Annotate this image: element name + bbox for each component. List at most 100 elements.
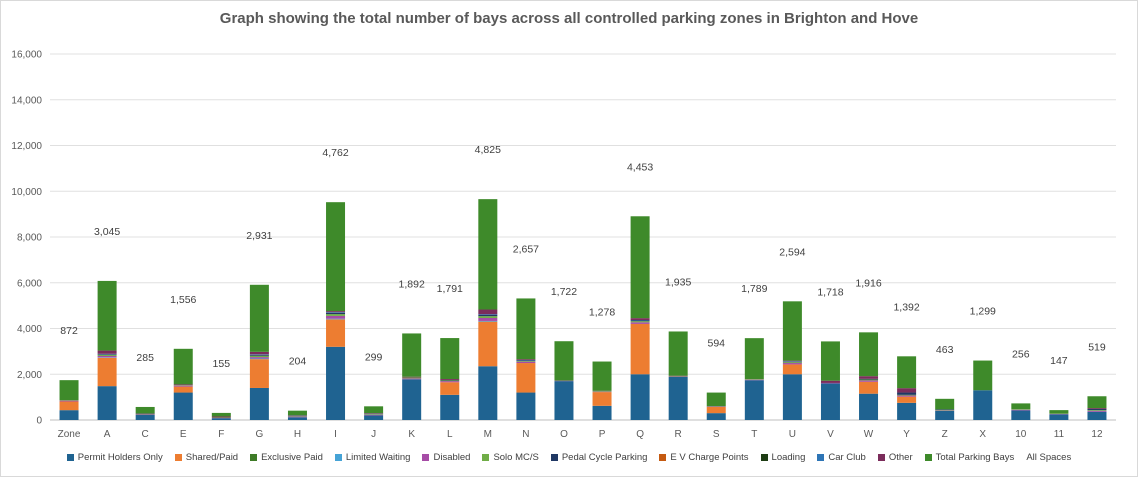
bar-segment bbox=[59, 410, 79, 420]
x-tick-label: J bbox=[371, 429, 376, 440]
data-label: 299 bbox=[365, 351, 383, 363]
bar-segment bbox=[478, 320, 498, 322]
bar-segment-total bbox=[1087, 396, 1107, 409]
data-label: 2,657 bbox=[513, 243, 539, 255]
bar-segment bbox=[97, 386, 117, 420]
bar-segment bbox=[859, 379, 879, 381]
data-label: 463 bbox=[936, 344, 954, 356]
data-label: 1,299 bbox=[970, 306, 996, 318]
x-tick-label: L bbox=[447, 429, 453, 440]
data-label: 1,392 bbox=[893, 301, 919, 313]
x-tick-label: H bbox=[294, 429, 301, 440]
legend-swatch bbox=[66, 454, 74, 461]
bar-segment bbox=[478, 314, 498, 316]
data-label: 4,453 bbox=[627, 161, 653, 173]
bar-segment bbox=[897, 395, 917, 397]
x-tick-label: 10 bbox=[1015, 429, 1027, 440]
bar-segment bbox=[516, 360, 536, 362]
bar-segment bbox=[1087, 410, 1107, 411]
bar-segment bbox=[706, 413, 726, 420]
bar-segment bbox=[630, 323, 650, 375]
bar-segment bbox=[211, 416, 231, 418]
bar-segment bbox=[402, 379, 422, 420]
bar-segment bbox=[516, 392, 536, 420]
bar-segment bbox=[173, 386, 193, 393]
y-tick-label: 16,000 bbox=[11, 50, 42, 61]
data-label: 256 bbox=[1012, 348, 1030, 360]
legend-item: Shared/Paid bbox=[174, 452, 239, 463]
y-tick-label: 6,000 bbox=[17, 278, 42, 289]
bar-segment bbox=[326, 312, 346, 315]
legend-label: Exclusive Paid bbox=[261, 452, 323, 463]
bar-segment bbox=[249, 358, 269, 360]
bar-segment-total bbox=[630, 216, 650, 319]
y-tick-label: 0 bbox=[36, 416, 42, 427]
legend-label: Shared/Paid bbox=[185, 452, 239, 463]
bar-segment-total bbox=[326, 202, 346, 312]
bar-segment bbox=[592, 392, 612, 406]
bar-segment bbox=[973, 390, 993, 420]
bar-segment-total bbox=[1011, 403, 1031, 410]
x-tick-label: P bbox=[599, 429, 606, 440]
bar-segment-total bbox=[973, 360, 993, 391]
bar-segment bbox=[440, 381, 460, 383]
bar-segment bbox=[402, 377, 422, 379]
bar-segment bbox=[630, 322, 650, 324]
bar-segment bbox=[97, 354, 117, 355]
x-tick-label: 11 bbox=[1054, 429, 1065, 440]
bar-segment bbox=[478, 315, 498, 317]
bar-segment bbox=[402, 376, 422, 378]
bar-segment bbox=[897, 394, 917, 396]
bar-segment bbox=[326, 319, 346, 347]
data-label: 147 bbox=[1050, 355, 1068, 367]
legend-item: Car Club bbox=[817, 452, 866, 463]
bar-segment bbox=[782, 362, 802, 364]
bar-segment bbox=[1011, 410, 1031, 420]
legend-item: Other bbox=[877, 452, 913, 463]
y-tick-label: 4,000 bbox=[17, 324, 42, 335]
bar-segment bbox=[630, 318, 650, 321]
bar-segment bbox=[440, 382, 460, 395]
bar-segment bbox=[364, 414, 384, 415]
legend-swatch bbox=[482, 454, 490, 461]
bar-segment bbox=[326, 315, 346, 319]
x-tick-label: N bbox=[522, 429, 529, 440]
bar-segment bbox=[364, 414, 384, 416]
bar-segment bbox=[516, 359, 536, 361]
legend-item: E V Charge Points bbox=[659, 452, 749, 463]
data-label: 519 bbox=[1088, 341, 1106, 353]
legend-label: Total Parking Bays bbox=[935, 452, 1015, 463]
y-tick-label: 2,000 bbox=[17, 370, 42, 381]
bar-segment bbox=[630, 320, 650, 322]
bar-segment bbox=[1087, 408, 1107, 410]
legend-label: Disabled bbox=[433, 452, 471, 463]
bar-segment-total bbox=[135, 406, 155, 414]
bar-segment bbox=[478, 316, 498, 318]
y-tick-label: 10,000 bbox=[11, 187, 42, 198]
legend-label: All Spaces bbox=[1026, 452, 1072, 463]
bar-segment bbox=[402, 378, 422, 380]
data-label: 1,789 bbox=[741, 283, 767, 295]
legend-label: Other bbox=[888, 452, 913, 463]
bar-segment bbox=[897, 402, 917, 420]
bar-segment bbox=[630, 374, 650, 420]
bar-segment-total bbox=[592, 361, 612, 391]
bar-segment-total bbox=[211, 412, 231, 417]
x-tick-label: M bbox=[484, 429, 492, 440]
legend-swatch bbox=[877, 454, 885, 461]
bar-segment bbox=[135, 414, 155, 420]
bar-segment-total bbox=[897, 356, 917, 389]
legend-swatch bbox=[817, 454, 825, 461]
legend-item: Limited Waiting bbox=[334, 452, 410, 463]
bar-segment bbox=[1087, 409, 1107, 411]
bar-segment bbox=[706, 406, 726, 414]
legend-item: Solo MC/S bbox=[482, 452, 539, 463]
bar-segment-total bbox=[554, 341, 574, 381]
bar-segment-total bbox=[859, 332, 879, 377]
x-tick-label: Y bbox=[903, 429, 910, 440]
data-label: 594 bbox=[707, 338, 725, 350]
bar-segment bbox=[287, 417, 307, 420]
y-tick-label: 12,000 bbox=[11, 141, 42, 152]
bar-segment bbox=[592, 405, 612, 420]
